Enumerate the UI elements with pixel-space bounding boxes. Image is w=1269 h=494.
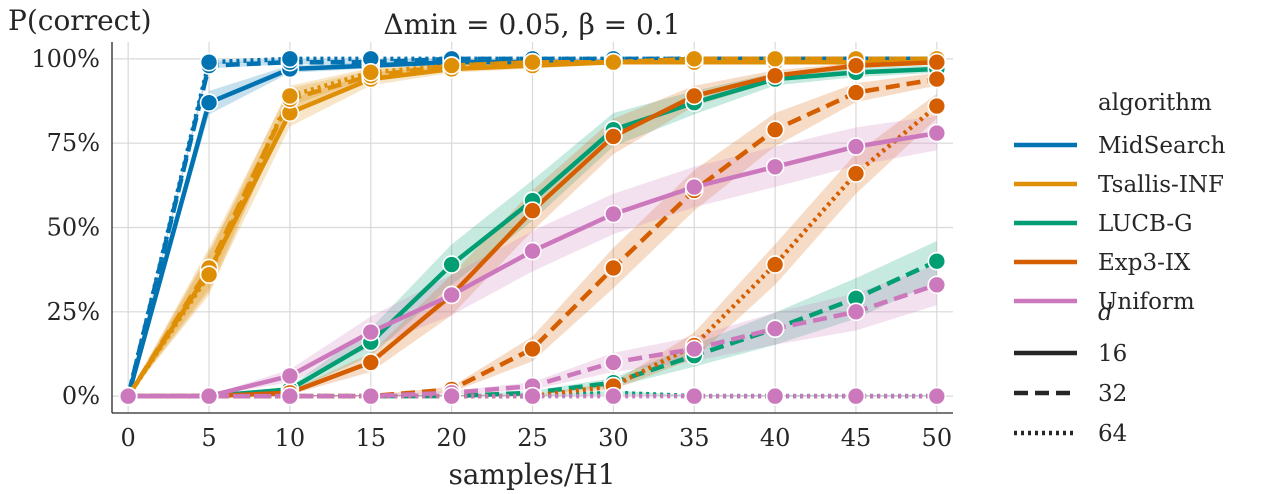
data-point bbox=[604, 52, 623, 72]
data-point bbox=[765, 319, 785, 338]
data-point bbox=[684, 177, 704, 197]
data-point bbox=[927, 96, 947, 116]
data-point bbox=[604, 386, 623, 406]
data-point bbox=[927, 275, 947, 295]
data-point bbox=[846, 302, 866, 322]
x-tick-labels: 0 5 10 15 20 25 30 35 40 45 50 bbox=[121, 424, 953, 452]
data-point bbox=[442, 255, 461, 274]
data-point bbox=[927, 69, 947, 89]
data-point bbox=[927, 123, 947, 143]
data-point bbox=[280, 386, 300, 406]
confidence-band bbox=[128, 93, 937, 397]
x-axis-label: samples/H1 bbox=[448, 458, 615, 491]
data-point bbox=[280, 366, 300, 386]
data-point bbox=[199, 386, 219, 406]
data-point bbox=[604, 353, 623, 372]
x-tick-label: 15 bbox=[355, 424, 386, 452]
data-point bbox=[199, 265, 219, 285]
legend-title-algorithm: algorithm bbox=[1098, 90, 1212, 116]
data-point bbox=[927, 251, 947, 271]
data-point bbox=[846, 164, 866, 183]
data-point bbox=[361, 322, 381, 342]
data-point bbox=[846, 386, 866, 406]
data-point bbox=[846, 56, 866, 75]
data-point bbox=[361, 63, 381, 82]
legend-label: Tsallis-INF bbox=[1098, 172, 1224, 198]
data-point bbox=[765, 49, 785, 69]
legend-label: Exp3-IX bbox=[1098, 250, 1191, 276]
x-tick-label: 5 bbox=[201, 424, 216, 452]
data-point bbox=[118, 386, 138, 406]
y-tick-label: 0% bbox=[62, 382, 100, 410]
x-tick-label: 25 bbox=[517, 424, 548, 452]
data-point bbox=[604, 258, 623, 278]
y-tick-labels: 0% 25% 50% 75% 100% bbox=[31, 45, 100, 410]
y-tick-label: 100% bbox=[31, 45, 100, 73]
confidence-band bbox=[128, 58, 937, 397]
data-point bbox=[684, 49, 704, 69]
data-point bbox=[361, 386, 381, 406]
data-point bbox=[765, 386, 785, 406]
y-axis-label: P(correct) bbox=[8, 4, 152, 37]
data-point bbox=[604, 204, 623, 224]
data-point bbox=[280, 86, 300, 106]
x-tick-label: 0 bbox=[121, 424, 136, 452]
x-tick-label: 45 bbox=[841, 424, 872, 452]
legend-label: 64 bbox=[1098, 421, 1127, 447]
x-tick-label: 50 bbox=[922, 424, 953, 452]
confidence-band bbox=[128, 72, 937, 397]
data-point bbox=[927, 52, 947, 72]
data-point bbox=[765, 66, 785, 86]
data-point bbox=[523, 241, 542, 261]
data-point bbox=[523, 52, 542, 72]
legend-label: 16 bbox=[1098, 341, 1127, 367]
data-point bbox=[442, 285, 461, 305]
y-tick-label: 50% bbox=[47, 214, 100, 242]
data-point bbox=[684, 339, 704, 359]
data-point bbox=[361, 353, 381, 372]
data-point bbox=[523, 201, 542, 220]
series-line bbox=[126, 56, 937, 398]
legend-label: Uniform bbox=[1098, 289, 1195, 315]
confidence-band bbox=[128, 240, 937, 397]
x-tick-label: 30 bbox=[598, 424, 629, 452]
data-point bbox=[846, 137, 866, 156]
data-point bbox=[846, 83, 866, 102]
series-markers bbox=[118, 49, 947, 406]
legend-title-d: d bbox=[1098, 300, 1113, 326]
y-tick-label: 25% bbox=[47, 298, 100, 326]
axes bbox=[111, 42, 953, 414]
data-point bbox=[199, 93, 219, 113]
data-point bbox=[604, 127, 623, 146]
x-tick-label: 35 bbox=[679, 424, 710, 452]
x-tick-label: 20 bbox=[436, 424, 467, 452]
data-point bbox=[765, 157, 785, 177]
data-point bbox=[765, 120, 785, 139]
x-tick-label: 40 bbox=[760, 424, 791, 452]
data-point bbox=[927, 386, 947, 406]
legend: algorithm MidSearch Tsallis-INF LUCB-G Exp3… bbox=[1014, 90, 1226, 447]
data-point bbox=[280, 49, 300, 69]
data-point bbox=[523, 386, 542, 406]
data-point bbox=[442, 56, 461, 75]
data-point bbox=[684, 386, 704, 406]
y-tick-label: 75% bbox=[47, 129, 100, 157]
legend-label: 32 bbox=[1098, 381, 1127, 407]
confidence-band bbox=[128, 60, 937, 397]
data-point bbox=[765, 255, 785, 274]
data-point bbox=[684, 86, 704, 106]
legend-label: LUCB-G bbox=[1098, 211, 1192, 237]
x-tick-label: 10 bbox=[275, 424, 306, 452]
chart-title: Δmin = 0.05, β = 0.1 bbox=[383, 8, 680, 41]
data-point bbox=[442, 386, 461, 406]
data-point bbox=[523, 339, 542, 359]
legend-label: MidSearch bbox=[1098, 133, 1226, 159]
data-point bbox=[199, 52, 219, 72]
